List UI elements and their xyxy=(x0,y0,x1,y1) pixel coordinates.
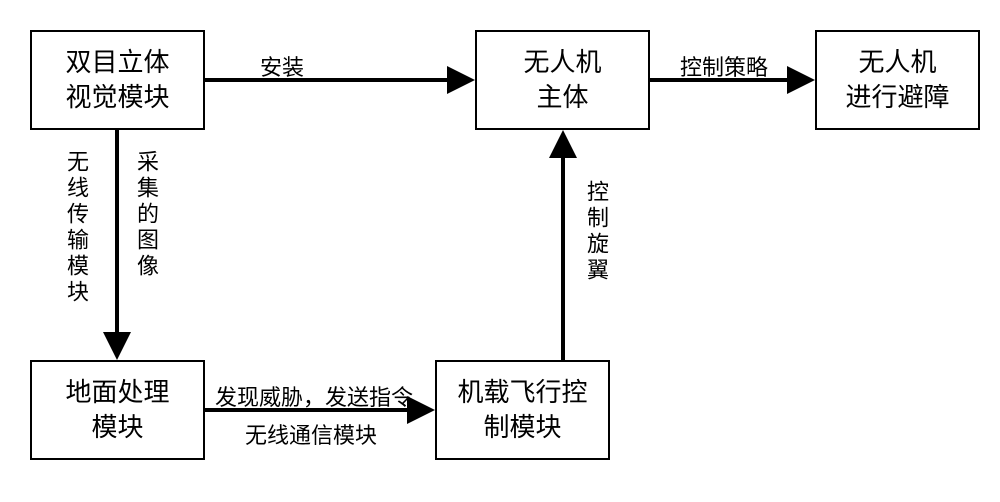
node-label: 机载飞行控制模块 xyxy=(457,375,587,445)
edge-label-threat-command: 发现威胁，发送指令 xyxy=(215,380,413,412)
node-uav-body: 无人机主体 xyxy=(475,30,650,130)
node-label: 双目立体视觉模块 xyxy=(65,45,169,115)
diagram-canvas: 双目立体视觉模块 无人机主体 无人机进行避障 地面处理模块 机载飞行控制模块 安… xyxy=(0,0,1000,502)
node-flight-control: 机载飞行控制模块 xyxy=(435,360,610,460)
edge-label-control-rotor: 控制旋翼 xyxy=(580,180,612,284)
node-label: 无人机主体 xyxy=(523,45,601,115)
node-label: 地面处理模块 xyxy=(65,375,169,445)
edge-label-wireless-comm: 无线通信模块 xyxy=(245,418,377,450)
node-uav-avoid: 无人机进行避障 xyxy=(815,30,980,130)
node-label: 无人机进行避障 xyxy=(845,45,949,115)
edge-label-control-strategy: 控制策略 xyxy=(680,50,768,82)
edge-label-install: 安装 xyxy=(260,50,304,82)
edge-label-captured-image: 采集的图像 xyxy=(130,150,162,280)
node-binocular-vision: 双目立体视觉模块 xyxy=(30,30,205,130)
node-ground-processing: 地面处理模块 xyxy=(30,360,205,460)
edge-label-wireless-module: 无线传输模块 xyxy=(60,150,92,306)
